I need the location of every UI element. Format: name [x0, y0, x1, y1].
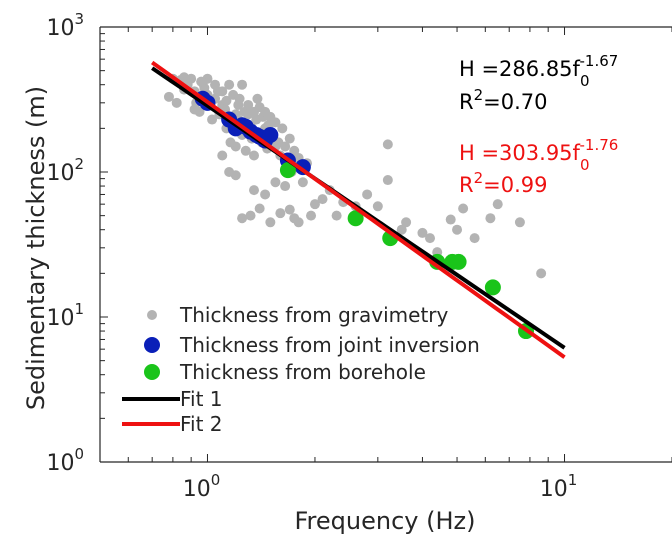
point-thickness-from-gravimetry [284, 133, 295, 144]
point-thickness-from-gravimetry [382, 139, 393, 150]
fit-1-equation: H =286.85f0-1.67 [459, 52, 618, 90]
legend-marker-borehole [144, 364, 160, 380]
x-tick-label: 101 [540, 471, 578, 502]
point-thickness-from-gravimetry [237, 213, 248, 224]
point-thickness-from-gravimetry [243, 99, 254, 110]
legend-marker-gravimetry [147, 310, 157, 320]
point-thickness-from-gravimetry [317, 194, 328, 205]
point-thickness-from-gravimetry [293, 217, 304, 228]
axes-layer: 100 101 100 101 102 103 [46, 10, 672, 502]
point-thickness-from-joint-inversion [262, 126, 279, 143]
point-thickness-from-gravimetry [249, 150, 260, 161]
point-thickness-from-gravimetry [186, 73, 197, 84]
point-thickness-from-gravimetry [254, 203, 265, 214]
point-thickness-from-gravimetry [382, 175, 393, 186]
point-thickness-from-gravimetry [492, 199, 503, 210]
point-thickness-from-gravimetry [536, 268, 547, 279]
point-thickness-from-gravimetry [207, 114, 218, 125]
legend: Thickness from gravimetry Thickness from… [122, 303, 480, 436]
point-thickness-from-gravimetry [452, 224, 463, 235]
point-thickness-from-gravimetry [196, 76, 207, 87]
y-tick-label: 102 [46, 155, 84, 186]
point-thickness-from-gravimetry [237, 79, 248, 90]
x-tick-label: 100 [183, 471, 221, 502]
point-thickness-from-gravimetry [396, 224, 407, 235]
fit-2-annotation: H =303.95f0-1.76 R2=0.99 [459, 136, 618, 197]
point-thickness-from-gravimetry [372, 201, 383, 212]
point-thickness-from-gravimetry [249, 185, 260, 196]
point-thickness-from-gravimetry [362, 189, 373, 200]
point-thickness-from-gravimetry [234, 93, 245, 104]
point-thickness-from-gravimetry [514, 217, 525, 228]
fit-1-annotation: H =286.85f0-1.67 R2=0.70 [459, 52, 618, 114]
point-thickness-from-gravimetry [425, 233, 436, 244]
y-tick-label: 100 [46, 445, 84, 476]
point-thickness-from-borehole [347, 210, 364, 227]
plot-frame [99, 26, 672, 463]
point-thickness-from-gravimetry [245, 210, 256, 221]
legend-label-fit-2: Fit 2 [180, 412, 223, 436]
fit-1-r-squared: R2=0.70 [459, 86, 548, 114]
point-thickness-from-gravimetry [230, 170, 241, 181]
point-thickness-from-gravimetry [277, 123, 288, 134]
point-thickness-from-gravimetry [260, 189, 271, 200]
point-thickness-from-gravimetry [331, 210, 342, 221]
y-tick-label: 101 [46, 300, 84, 331]
point-thickness-from-gravimetry [221, 95, 232, 106]
y-axis-label: Sedimentary thickness (m) [22, 86, 50, 410]
legend-label-borehole: Thickness from borehole [179, 360, 426, 384]
point-thickness-from-gravimetry [485, 213, 496, 224]
point-thickness-from-gravimetry [270, 117, 281, 128]
point-thickness-from-gravimetry [417, 227, 428, 238]
point-thickness-from-gravimetry [224, 79, 235, 90]
fit-2-r-squared: R2=0.99 [459, 169, 548, 197]
data-layer [151, 60, 566, 359]
point-thickness-from-gravimetry [252, 93, 263, 104]
point-thickness-from-gravimetry [280, 181, 291, 192]
point-thickness-from-gravimetry [171, 97, 182, 108]
point-thickness-from-gravimetry [306, 210, 317, 221]
point-thickness-from-gravimetry [225, 137, 236, 148]
point-thickness-from-gravimetry [309, 199, 320, 210]
point-thickness-from-gravimetry [189, 104, 200, 115]
legend-label-joint-inversion: Thickness from joint inversion [179, 333, 480, 357]
point-thickness-from-gravimetry [270, 177, 281, 188]
point-thickness-from-gravimetry [280, 141, 291, 152]
point-thickness-from-gravimetry [163, 91, 174, 102]
point-thickness-from-gravimetry [401, 217, 412, 228]
point-thickness-from-gravimetry [212, 86, 223, 97]
point-thickness-from-gravimetry [469, 233, 480, 244]
point-thickness-from-gravimetry [297, 177, 308, 188]
point-thickness-from-gravimetry [284, 204, 295, 215]
legend-label-gravimetry: Thickness from gravimetry [179, 303, 449, 327]
legend-marker-joint-inversion [144, 337, 160, 353]
point-thickness-from-borehole [484, 279, 501, 296]
point-thickness-from-borehole [279, 162, 296, 179]
x-axis-label: Frequency (Hz) [295, 507, 476, 535]
fit-2-equation: H =303.95f0-1.76 [459, 136, 618, 174]
fit-line-fit-2 [151, 60, 566, 359]
point-thickness-from-gravimetry [265, 217, 276, 228]
point-thickness-from-gravimetry [217, 150, 228, 161]
point-thickness-from-borehole [450, 253, 467, 270]
point-thickness-from-gravimetry [445, 214, 456, 225]
point-thickness-from-gravimetry [240, 145, 251, 156]
point-thickness-from-gravimetry [458, 203, 469, 214]
y-tick-label: 103 [46, 10, 84, 41]
point-thickness-from-gravimetry [275, 208, 286, 219]
legend-label-fit-1: Fit 1 [180, 387, 223, 411]
